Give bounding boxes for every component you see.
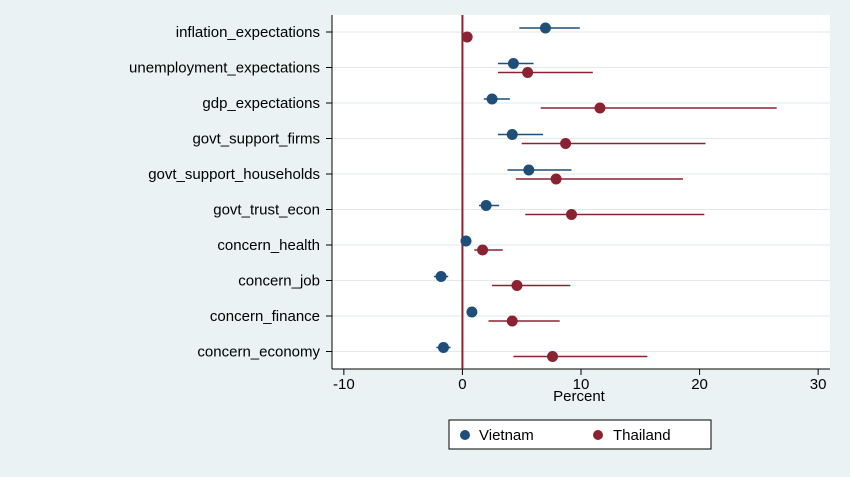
legend-marker-vietnam [460, 430, 470, 440]
point-thailand [566, 209, 578, 220]
legend-label-thailand: Thailand [613, 427, 671, 444]
point-thailand [560, 138, 572, 149]
point-thailand [547, 351, 559, 362]
point-vietnam [539, 22, 551, 34]
point-thailand [550, 173, 562, 185]
point-thailand [511, 280, 523, 291]
x-tick-label: 10 [573, 376, 590, 393]
x-tick-label: 20 [691, 376, 708, 393]
legend-box [448, 419, 712, 450]
point-thailand [522, 67, 534, 78]
y-tick-label: concern_health [217, 237, 320, 254]
y-tick-label: govt_support_households [148, 166, 320, 183]
point-thailand [594, 102, 606, 114]
point-vietnam [435, 271, 447, 282]
axes [326, 15, 830, 375]
point-thailand [461, 31, 473, 43]
grid-lines [332, 31, 830, 352]
y-tick-label: concern_economy [197, 344, 320, 361]
point-estimates [435, 22, 606, 362]
point-vietnam [486, 93, 498, 105]
point-vietnam [523, 164, 535, 176]
point-vietnam [466, 306, 478, 318]
y-tick-label: gdp_expectations [202, 95, 320, 112]
labels: inflation_expectations unemployment_expec… [129, 24, 826, 393]
point-thailand [506, 315, 518, 327]
point-vietnam [460, 235, 472, 247]
point-vietnam [437, 342, 449, 353]
x-axis-title: Percent [553, 388, 606, 405]
y-tick-label: govt_support_firms [192, 131, 320, 148]
y-tick-label: inflation_expectations [176, 24, 320, 41]
point-vietnam [507, 58, 519, 69]
plot-area [332, 15, 830, 369]
x-tick-label: -10 [333, 376, 355, 393]
legend-marker-thailand [593, 430, 603, 440]
y-tick-label: govt_trust_econ [213, 202, 320, 219]
point-thailand [477, 244, 489, 256]
y-tick-label: concern_finance [210, 308, 320, 325]
point-vietnam [506, 129, 518, 140]
x-tick-label: 30 [810, 376, 827, 393]
point-vietnam [480, 200, 492, 211]
legend-label-vietnam: Vietnam [479, 427, 534, 444]
y-tick-label: concern_job [238, 273, 320, 290]
legend: Vietnam Thailand [448, 419, 712, 450]
y-tick-label: unemployment_expectations [129, 60, 320, 77]
x-tick-label: 0 [458, 376, 466, 393]
